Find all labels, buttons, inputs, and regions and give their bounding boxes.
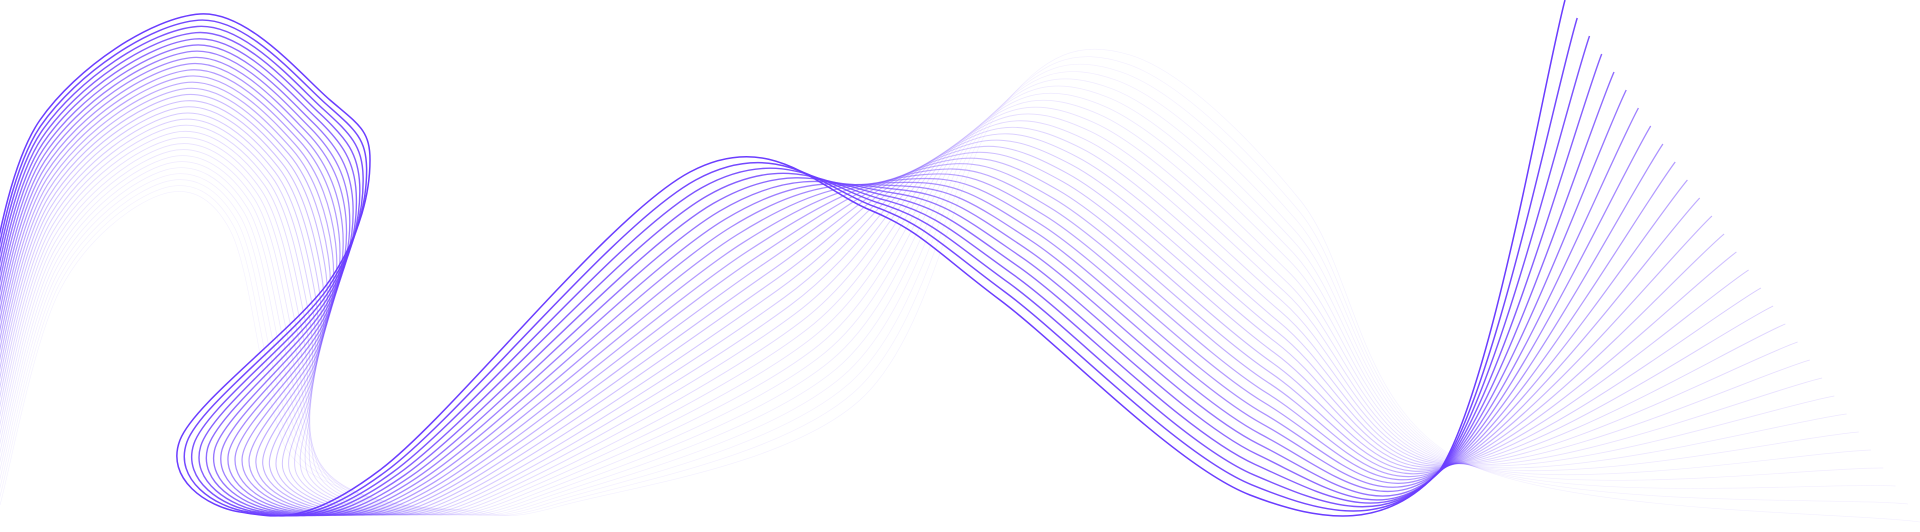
- wave-line: [0, 69, 1676, 516]
- wave-line: [0, 38, 1615, 517]
- wave-line: [0, 71, 1884, 516]
- wave-line: [0, 0, 1566, 517]
- wave-line: [0, 118, 1774, 516]
- wave-line: [0, 106, 1823, 516]
- wave-line: [0, 56, 1908, 516]
- wave-line: [0, 31, 1603, 517]
- wave-line: [0, 87, 1713, 516]
- wave-line: [0, 78, 1872, 516]
- wave-line: [0, 25, 1591, 517]
- wave-line: [0, 124, 1786, 516]
- wave-line: [0, 93, 1725, 516]
- wave-line: [0, 50, 1639, 517]
- wave-line: [0, 120, 1798, 516]
- wave-line: [0, 112, 1762, 516]
- wave-line: [0, 63, 1664, 516]
- wave-line: [0, 17, 1578, 517]
- wave-line: [0, 92, 1847, 516]
- wave-line: [0, 113, 1810, 516]
- wave-line: [0, 99, 1835, 516]
- wave-line: [0, 44, 1627, 517]
- wave-line: [0, 100, 1737, 516]
- wave-line: [0, 85, 1859, 516]
- wave-line: [0, 81, 1701, 516]
- wave-line: [0, 56, 1652, 517]
- wave-line: [0, 48, 1920, 523]
- wave-line: [0, 75, 1688, 516]
- wave-line: [0, 106, 1749, 516]
- wave-line: [0, 63, 1896, 516]
